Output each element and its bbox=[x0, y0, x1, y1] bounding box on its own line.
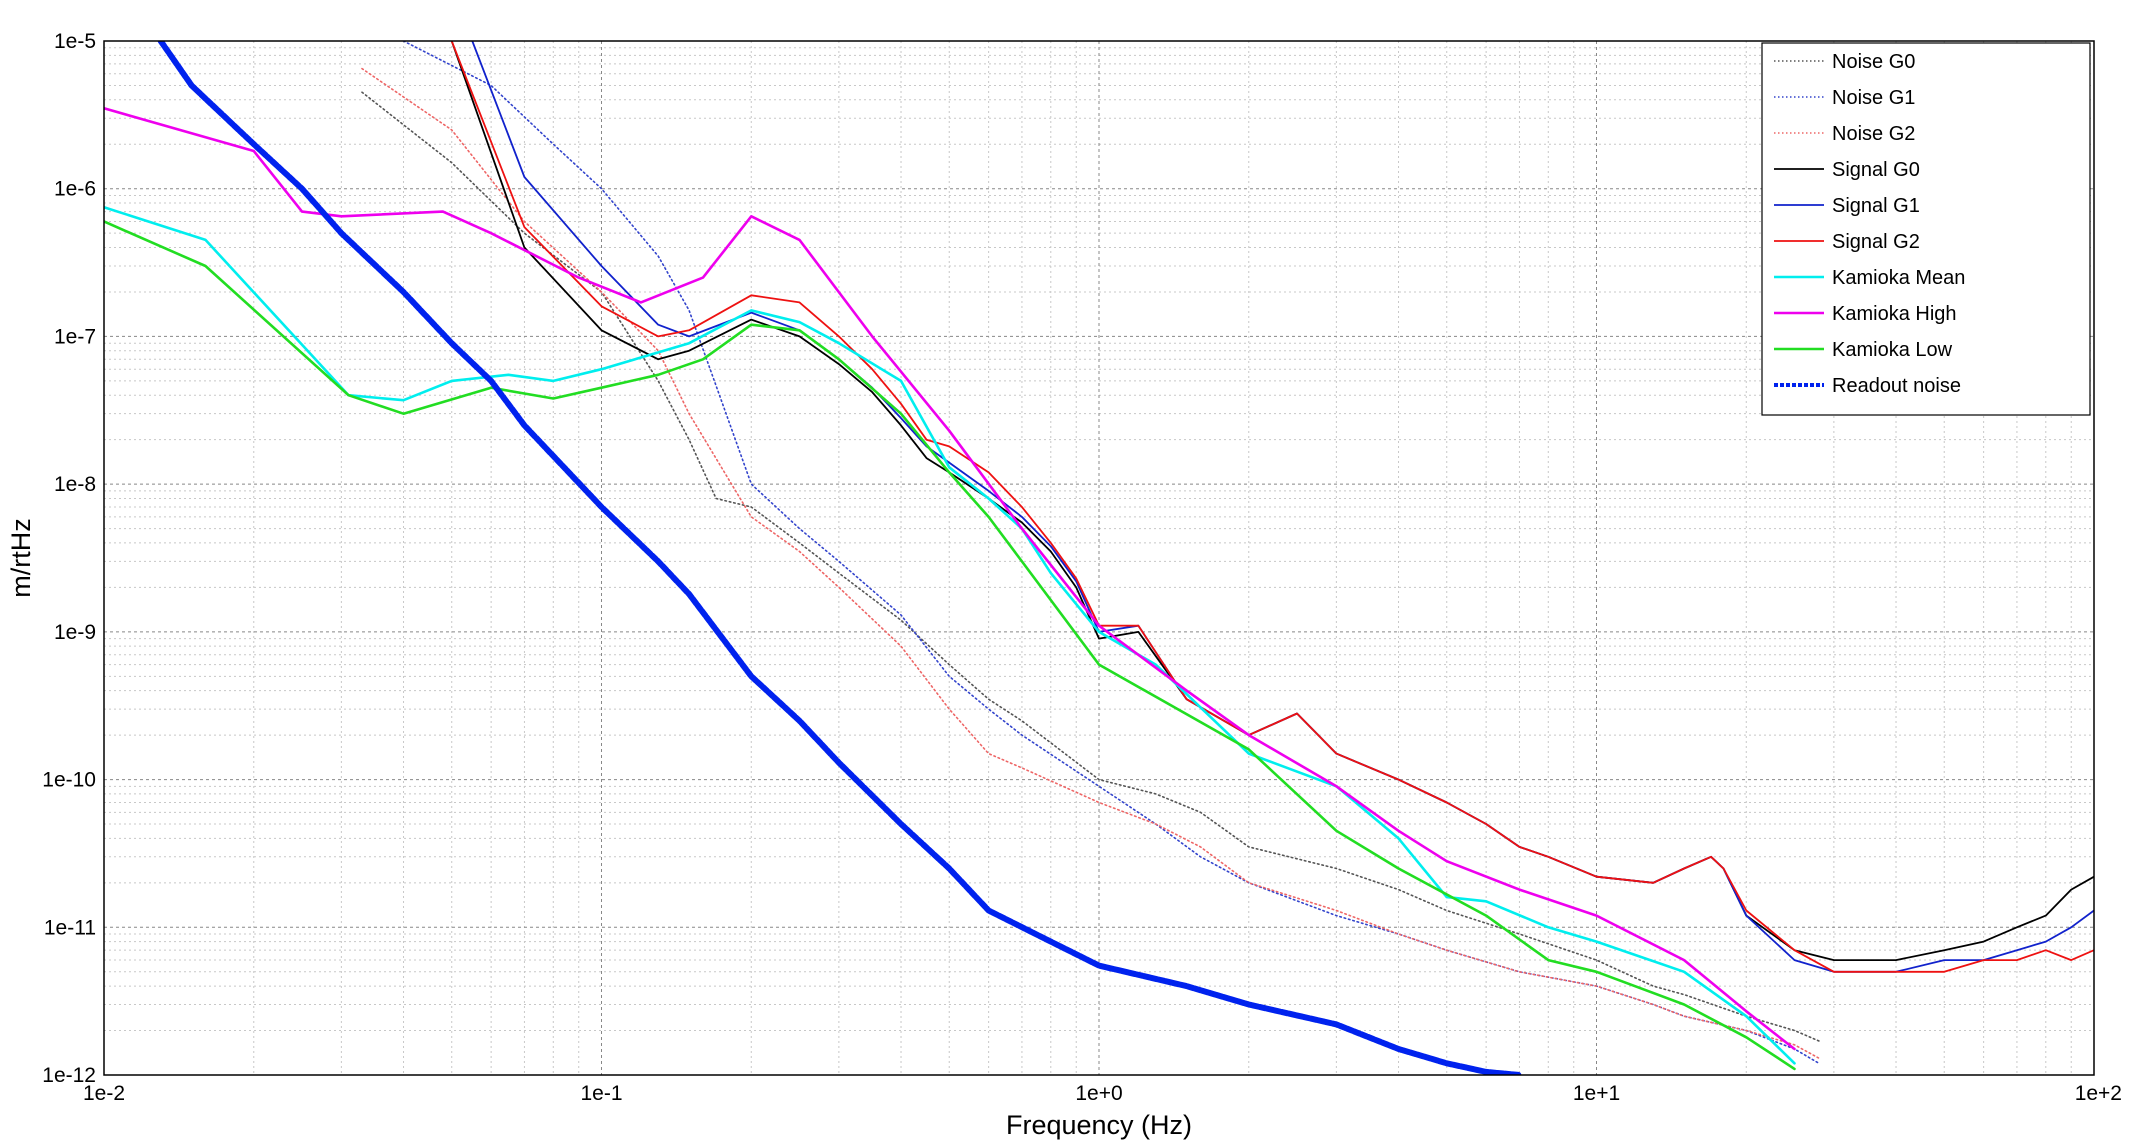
legend-label: Noise G1 bbox=[1832, 87, 1915, 109]
y-tick-label: 1e-7 bbox=[54, 325, 96, 348]
y-axis-title: m/rtHz bbox=[6, 518, 36, 597]
y-tick-label: 1e-11 bbox=[44, 916, 96, 939]
series-line-noise-g0 bbox=[361, 91, 1820, 1042]
x-tick-label: 1e-2 bbox=[83, 1082, 125, 1105]
x-axis-title: Frequency (Hz) bbox=[1006, 1110, 1192, 1140]
x-tick-label: 1e+0 bbox=[1075, 1082, 1122, 1105]
series-line-noise-g2 bbox=[361, 67, 1820, 1059]
legend-label: Readout noise bbox=[1832, 375, 1961, 397]
series-line-kamioka-low bbox=[104, 220, 1796, 1071]
legend-label: Kamioka Low bbox=[1832, 339, 1953, 361]
y-tick-label: 1e-6 bbox=[54, 178, 96, 201]
series-line-readout-noise bbox=[157, 41, 1523, 1075]
series-layer bbox=[104, 41, 2094, 1075]
y-tick-label: 1e-5 bbox=[54, 30, 96, 53]
legend-label: Noise G2 bbox=[1832, 123, 1915, 145]
legend-label: Kamioka High bbox=[1832, 303, 1957, 325]
legend-label: Signal G0 bbox=[1832, 159, 1920, 181]
series-line-signal-g2 bbox=[450, 41, 2094, 973]
y-tick-label: 1e-9 bbox=[54, 621, 96, 644]
legend-label: Noise G0 bbox=[1832, 51, 1915, 73]
x-tick-label: 1e+2 bbox=[2075, 1082, 2122, 1105]
x-tick-label: 1e+1 bbox=[1573, 1082, 1620, 1105]
legend-label: Signal G2 bbox=[1832, 231, 1920, 253]
legend-label: Kamioka Mean bbox=[1832, 267, 1965, 289]
legend: Noise G0 Noise G1 Noise G2 Signal G0 Signal … bbox=[1761, 42, 2091, 416]
y-tick-label: 1e-10 bbox=[42, 769, 96, 792]
x-tick-labels: 1e-2 1e-1 1e+0 1e+1 1e+2 bbox=[83, 1082, 2122, 1105]
legend-label: Signal G1 bbox=[1832, 195, 1920, 217]
plot-frame bbox=[103, 40, 2095, 1076]
legend-box bbox=[1761, 42, 2091, 416]
y-tick-label: 1e-12 bbox=[42, 1064, 96, 1087]
y-tick-labels: 1e-12 1e-11 1e-10 1e-9 1e-8 1e-7 1e-6 1e-5 bbox=[42, 30, 96, 1087]
x-tick-label: 1e-1 bbox=[580, 1082, 622, 1105]
y-tick-label: 1e-8 bbox=[54, 473, 96, 496]
series-line-kamioka-high bbox=[104, 107, 1796, 1051]
